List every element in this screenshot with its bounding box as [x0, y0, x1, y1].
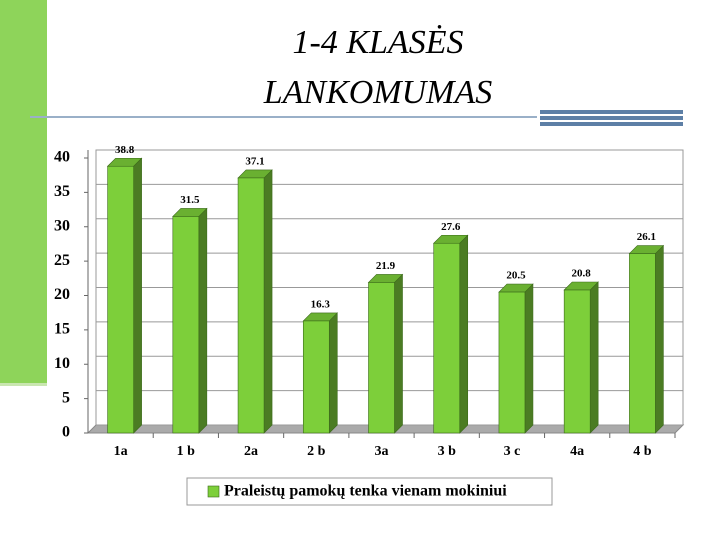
side-bar: [0, 0, 47, 383]
bar: [172, 216, 200, 434]
y-tick-label: 40: [54, 149, 70, 166]
value-label: 21.9: [376, 260, 396, 272]
y-tick-label: 30: [54, 217, 70, 234]
x-tick-label: 2a: [244, 444, 258, 459]
value-label: 38.8: [115, 144, 135, 156]
bar-side: [589, 281, 599, 434]
bar: [563, 289, 591, 434]
value-label: 31.5: [180, 194, 200, 206]
legend-swatch: [207, 485, 220, 498]
x-tick-label: 3a: [375, 444, 389, 459]
bar: [237, 177, 265, 434]
value-label: 20.5: [506, 270, 526, 282]
y-tick-label: 10: [54, 355, 70, 372]
legend: [186, 477, 553, 506]
y-tick-label: 35: [54, 183, 70, 200]
value-label: 27.6: [441, 221, 461, 233]
bar-side: [655, 244, 664, 434]
y-tick-label: 15: [54, 321, 70, 338]
slide-title: LANKOMUMAS: [263, 74, 493, 111]
bar: [498, 291, 526, 434]
value-label: 16.3: [311, 298, 331, 310]
slide-title: 1-4 KLASĖS: [293, 24, 464, 61]
bar-side: [524, 283, 534, 434]
y-tick-label: 25: [54, 252, 70, 269]
bar-side: [133, 157, 142, 434]
x-tick-label: 3 c: [504, 444, 521, 459]
x-tick-label: 4 b: [633, 444, 652, 459]
bar-side: [263, 169, 273, 434]
bar-side: [328, 312, 338, 434]
bar-side: [198, 207, 208, 434]
divider-stripe: [540, 116, 683, 120]
bar-side: [394, 273, 403, 434]
bar: [302, 320, 330, 434]
x-tick-label: 2 b: [307, 444, 326, 459]
value-label: 20.8: [572, 268, 592, 280]
legend-label: Praleistų pamokų tenka vienam mokiniui: [224, 483, 507, 500]
divider-stripe: [540, 122, 683, 126]
x-tick-label: 1 b: [177, 444, 196, 459]
y-tick-label: 20: [54, 286, 70, 303]
side-bar-shadow: [0, 383, 47, 386]
bar: [368, 282, 395, 434]
bar-side: [459, 234, 469, 434]
y-tick-label: 5: [62, 389, 70, 406]
y-tick-label: 0: [62, 424, 70, 441]
x-tick-label: 3 b: [438, 444, 457, 459]
x-tick-label: 1a: [114, 444, 128, 459]
bar: [433, 242, 461, 434]
x-tick-label: 4a: [570, 444, 584, 459]
divider-stripe: [540, 110, 683, 114]
value-label: 26.1: [637, 231, 656, 243]
bar: [629, 253, 656, 434]
value-label: 37.1: [245, 155, 264, 167]
bar: [107, 165, 134, 434]
